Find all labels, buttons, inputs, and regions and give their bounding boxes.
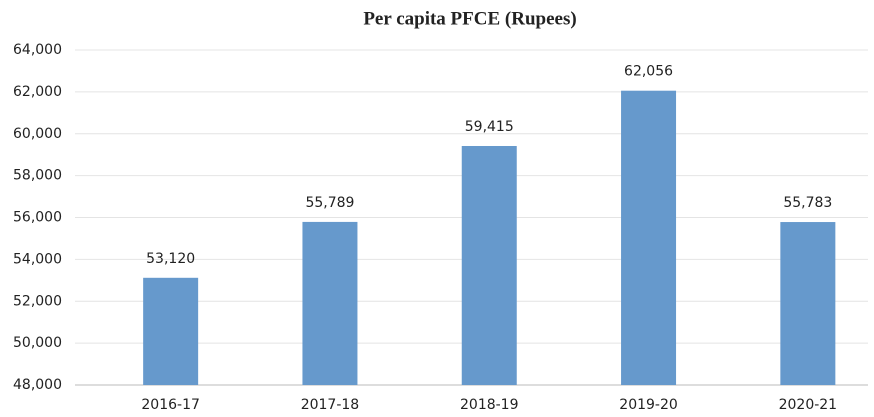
x-tick-label: 2017-18 [301,397,360,413]
bar [302,221,358,385]
x-tick-label: 2016-17 [141,397,200,413]
value-label: 55,783 [783,195,832,211]
y-tick-label: 50,000 [13,335,62,351]
bar [461,145,517,385]
chart-title: Per capita PFCE (Rupees) [363,8,576,29]
value-label: 53,120 [146,251,195,267]
y-tick-label: 62,000 [13,84,62,100]
x-tick-label: 2020-21 [779,397,838,413]
y-tick-label: 54,000 [13,251,62,267]
x-tick-label: 2018-19 [460,397,519,413]
y-tick-label: 56,000 [13,210,62,226]
y-tick-label: 60,000 [13,126,62,142]
value-label: 62,056 [624,64,673,80]
value-label: 55,789 [305,195,354,211]
bar [143,277,199,385]
y-tick-label: 58,000 [13,168,62,184]
bar [621,90,677,385]
y-tick-label: 48,000 [13,377,62,393]
bar [780,222,836,385]
y-tick-label: 52,000 [13,293,62,309]
x-tick-label: 2019-20 [619,397,678,413]
value-label: 59,415 [465,119,514,135]
y-tick-label: 64,000 [13,42,62,58]
